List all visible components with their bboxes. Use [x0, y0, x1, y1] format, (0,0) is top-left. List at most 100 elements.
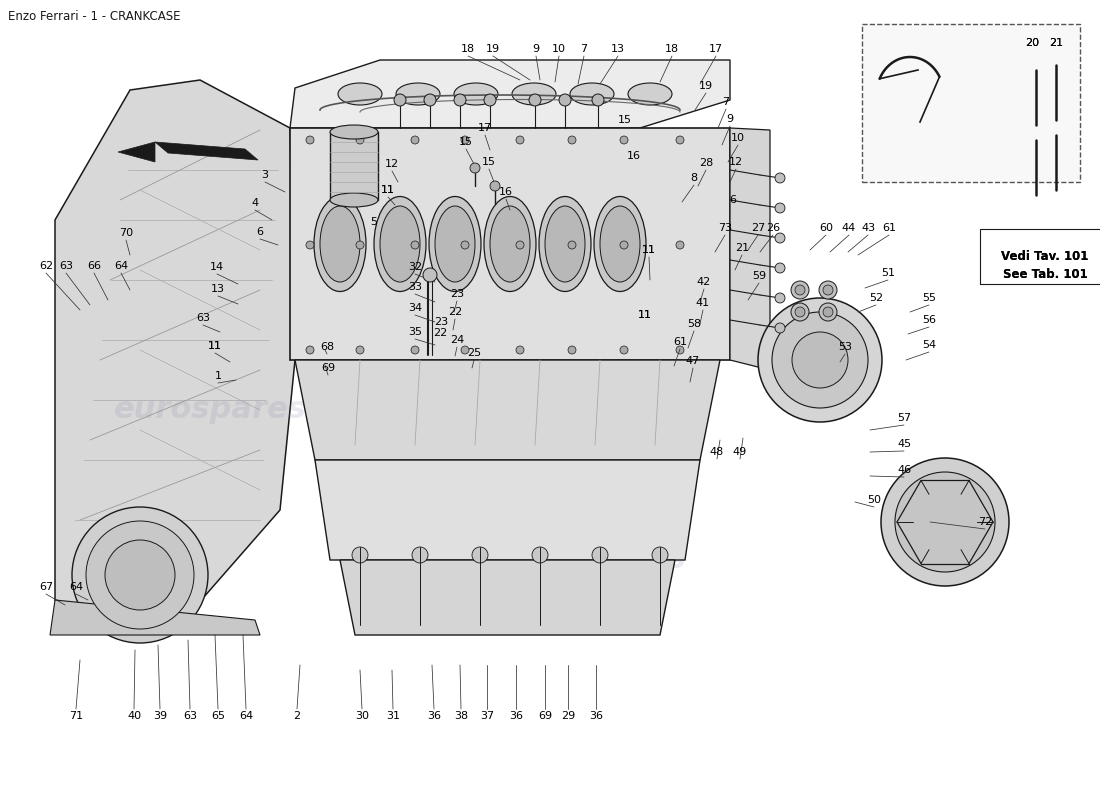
- Text: 63: 63: [196, 313, 210, 323]
- Text: 21: 21: [1049, 38, 1063, 48]
- Text: 3: 3: [262, 170, 268, 180]
- Text: 26: 26: [766, 223, 780, 233]
- Circle shape: [823, 307, 833, 317]
- Text: 58: 58: [686, 319, 701, 329]
- Text: See Tab. 101: See Tab. 101: [1002, 267, 1088, 281]
- Text: 36: 36: [588, 711, 603, 721]
- Circle shape: [895, 472, 996, 572]
- Text: 64: 64: [69, 582, 84, 592]
- Text: 16: 16: [627, 151, 641, 161]
- Text: 73: 73: [718, 223, 733, 233]
- Text: eurospares: eurospares: [113, 395, 307, 425]
- Text: 11: 11: [208, 341, 222, 351]
- Text: 43: 43: [861, 223, 876, 233]
- Text: 41: 41: [696, 298, 711, 308]
- Circle shape: [490, 181, 500, 191]
- Text: 1: 1: [214, 371, 221, 381]
- Circle shape: [592, 94, 604, 106]
- Ellipse shape: [490, 206, 530, 282]
- Text: 22: 22: [433, 328, 447, 338]
- Ellipse shape: [374, 197, 426, 291]
- Circle shape: [412, 547, 428, 563]
- Circle shape: [411, 136, 419, 144]
- Text: See Tab. 101: See Tab. 101: [1002, 267, 1088, 281]
- Text: 30: 30: [355, 711, 368, 721]
- Text: 21: 21: [735, 243, 749, 253]
- Text: 25: 25: [466, 348, 481, 358]
- Text: 11: 11: [642, 245, 656, 255]
- Ellipse shape: [539, 197, 591, 291]
- Text: 19: 19: [486, 44, 500, 54]
- Circle shape: [758, 298, 882, 422]
- Text: 40: 40: [126, 711, 141, 721]
- Text: 36: 36: [427, 711, 441, 721]
- Polygon shape: [730, 128, 770, 370]
- Text: 15: 15: [482, 157, 496, 167]
- Text: 54: 54: [922, 340, 936, 350]
- Circle shape: [676, 346, 684, 354]
- Text: 63: 63: [183, 711, 197, 721]
- Polygon shape: [50, 600, 260, 635]
- Text: 55: 55: [922, 293, 936, 303]
- Text: eurospares: eurospares: [494, 546, 686, 574]
- Ellipse shape: [454, 83, 498, 105]
- Polygon shape: [118, 142, 155, 162]
- Text: 32: 32: [408, 262, 422, 272]
- Text: 8: 8: [691, 173, 697, 183]
- Text: 42: 42: [697, 277, 711, 287]
- Circle shape: [776, 323, 785, 333]
- Text: 15: 15: [618, 115, 632, 125]
- Text: 20: 20: [1025, 38, 1040, 48]
- Circle shape: [516, 346, 524, 354]
- Text: 2: 2: [294, 711, 300, 721]
- Text: 21: 21: [1049, 38, 1063, 48]
- Circle shape: [592, 547, 608, 563]
- Text: 11: 11: [642, 245, 656, 255]
- Text: 48: 48: [710, 447, 724, 457]
- Circle shape: [424, 94, 436, 106]
- Ellipse shape: [434, 206, 475, 282]
- Text: 61: 61: [673, 337, 688, 347]
- Text: 9: 9: [726, 114, 734, 124]
- Circle shape: [776, 233, 785, 243]
- Circle shape: [352, 547, 368, 563]
- Text: 29: 29: [561, 711, 575, 721]
- Text: 11: 11: [381, 185, 395, 195]
- Polygon shape: [330, 132, 378, 200]
- Text: 52: 52: [869, 293, 883, 303]
- Ellipse shape: [330, 193, 378, 207]
- Text: 7: 7: [723, 97, 729, 107]
- Text: 61: 61: [882, 223, 896, 233]
- Text: 69: 69: [321, 363, 336, 373]
- Circle shape: [776, 263, 785, 273]
- Circle shape: [104, 540, 175, 610]
- Text: 65: 65: [211, 711, 226, 721]
- Text: 5: 5: [371, 217, 377, 227]
- Circle shape: [516, 136, 524, 144]
- Circle shape: [652, 547, 668, 563]
- Text: 6: 6: [729, 195, 737, 205]
- Text: 44: 44: [842, 223, 856, 233]
- Ellipse shape: [338, 83, 382, 105]
- Circle shape: [306, 241, 313, 249]
- Text: 11: 11: [381, 185, 395, 195]
- Text: 10: 10: [552, 44, 567, 54]
- Circle shape: [820, 303, 837, 321]
- Text: 11: 11: [208, 341, 222, 351]
- Circle shape: [792, 332, 848, 388]
- Text: 59: 59: [752, 271, 766, 281]
- Circle shape: [411, 241, 419, 249]
- Circle shape: [791, 303, 808, 321]
- Text: 37: 37: [480, 711, 494, 721]
- Circle shape: [461, 136, 469, 144]
- Text: 13: 13: [610, 44, 625, 54]
- Text: 71: 71: [69, 711, 84, 721]
- Circle shape: [791, 281, 808, 299]
- Circle shape: [568, 346, 576, 354]
- Text: 27: 27: [751, 223, 766, 233]
- Bar: [862, 24, 1080, 182]
- Text: 7: 7: [581, 44, 587, 54]
- Text: 20: 20: [1025, 38, 1040, 48]
- Ellipse shape: [484, 197, 536, 291]
- Text: 35: 35: [408, 327, 422, 337]
